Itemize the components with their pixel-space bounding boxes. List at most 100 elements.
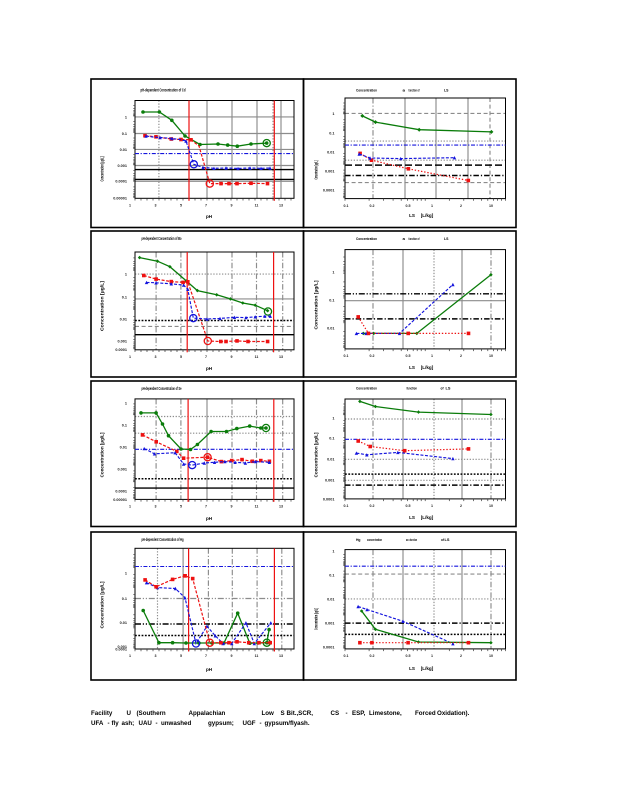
svg-text:1: 1 — [125, 272, 127, 276]
svg-text:1: 1 — [332, 416, 334, 420]
svg-text:1: 1 — [125, 571, 127, 575]
svg-text:0.01: 0.01 — [120, 621, 127, 625]
svg-text:ESP,: ESP, — [352, 710, 366, 717]
svg-text:2: 2 — [460, 654, 462, 658]
svg-text:9: 9 — [231, 654, 233, 658]
svg-text:0.01: 0.01 — [327, 457, 334, 461]
svg-text:pH-dependent Concentration of: pH-dependent Concentration of Hg — [142, 537, 184, 542]
svg-text:Low: Low — [262, 710, 275, 717]
svg-text:of: of — [441, 386, 445, 391]
svg-text:1: 1 — [431, 354, 433, 358]
svg-text:3: 3 — [155, 204, 157, 208]
svg-text:Concentration: Concentration — [356, 88, 377, 93]
svg-text:0.0001: 0.0001 — [323, 188, 335, 192]
svg-text:pH: pH — [206, 667, 213, 672]
svg-text:5: 5 — [180, 505, 182, 509]
svg-text:1: 1 — [129, 204, 131, 208]
svg-text:unwashed: unwashed — [161, 720, 191, 727]
svg-text:0.1: 0.1 — [122, 597, 127, 601]
svg-text:3: 3 — [155, 654, 157, 658]
svg-text:5: 5 — [180, 204, 182, 208]
svg-text:a: a — [403, 236, 406, 241]
svg-text:0.1: 0.1 — [344, 504, 349, 508]
svg-text:0.01: 0.01 — [120, 445, 127, 449]
svg-text:as a function: as a function — [406, 537, 417, 542]
svg-text:LS: LS — [409, 365, 415, 370]
svg-text:S: S — [281, 710, 285, 717]
svg-text:1: 1 — [431, 204, 433, 208]
svg-text:1: 1 — [332, 549, 334, 553]
svg-text:1: 1 — [129, 355, 131, 359]
svg-text:0.001: 0.001 — [117, 467, 127, 471]
svg-text:function of: function of — [409, 88, 420, 93]
svg-text:0.0001: 0.0001 — [323, 645, 335, 649]
svg-text:0.0001: 0.0001 — [323, 497, 335, 501]
svg-text:7: 7 — [205, 505, 207, 509]
svg-text:7: 7 — [205, 355, 207, 359]
svg-text:pH: pH — [206, 366, 213, 371]
svg-text:0.1: 0.1 — [329, 573, 334, 577]
svg-text:Concentration [µg/L]: Concentration [µg/L] — [314, 608, 319, 630]
svg-text:-: - — [346, 710, 348, 717]
svg-text:Concentration: Concentration — [356, 386, 377, 391]
svg-text:[L/kg]: [L/kg] — [421, 365, 434, 370]
svg-text:13: 13 — [279, 654, 283, 658]
svg-text:Oxidation).: Oxidation). — [437, 710, 470, 717]
svg-text:Forced: Forced — [415, 710, 436, 717]
svg-text:Concentration [µg/L]: Concentration [µg/L] — [314, 280, 319, 330]
svg-text:0.1: 0.1 — [122, 423, 127, 427]
svg-text:-: - — [260, 720, 262, 727]
svg-text:Concentration [µg/L]: Concentration [µg/L] — [100, 581, 105, 629]
svg-text:2: 2 — [460, 204, 462, 208]
svg-text:0.001: 0.001 — [325, 169, 335, 173]
svg-text:0.1: 0.1 — [344, 204, 349, 208]
svg-text:0.1: 0.1 — [122, 295, 127, 299]
svg-text:Facility: Facility — [91, 710, 113, 717]
svg-text:0.1: 0.1 — [329, 131, 334, 135]
svg-text:(Southern: (Southern — [137, 710, 166, 717]
svg-text:U: U — [127, 710, 132, 717]
svg-text:0.01: 0.01 — [327, 326, 334, 330]
svg-text:0.01: 0.01 — [327, 597, 334, 601]
svg-text:0.01: 0.01 — [327, 150, 334, 154]
svg-text:3: 3 — [155, 355, 157, 359]
svg-text:UAU: UAU — [139, 720, 153, 727]
svg-text:-: - — [156, 720, 158, 727]
svg-text:LS: LS — [409, 213, 415, 218]
svg-text:2: 2 — [460, 354, 462, 358]
svg-text:Concentration [µg/L]: Concentration [µg/L] — [314, 160, 319, 179]
svg-text:LS: LS — [444, 236, 449, 241]
svg-text:10: 10 — [489, 204, 493, 208]
svg-text:1: 1 — [129, 654, 131, 658]
svg-text:pH: pH — [206, 516, 213, 521]
svg-text:0.0001: 0.0001 — [115, 647, 127, 651]
svg-text:0.00001: 0.00001 — [113, 498, 127, 502]
svg-text:Bit.,SCR,: Bit.,SCR, — [287, 710, 314, 717]
svg-text:0.0001: 0.0001 — [115, 348, 127, 352]
svg-text:1: 1 — [125, 115, 127, 119]
svg-text:9: 9 — [231, 505, 233, 509]
svg-text:0.01: 0.01 — [120, 148, 127, 152]
svg-text:11: 11 — [255, 355, 259, 359]
svg-text:0.00001: 0.00001 — [113, 197, 127, 201]
svg-text:concentration: concentration — [367, 537, 382, 542]
svg-text:1: 1 — [431, 654, 433, 658]
svg-text:LS: LS — [444, 88, 449, 93]
svg-text:LS: LS — [409, 515, 415, 520]
svg-text:Appalachian: Appalachian — [189, 710, 226, 717]
svg-text:-: - — [108, 720, 110, 727]
svg-text:pH-dependent Concentration of: pH-dependent Concentration of Mo — [142, 236, 182, 241]
svg-text:11: 11 — [255, 505, 259, 509]
svg-text:function of: function of — [409, 236, 420, 241]
svg-text:CS: CS — [331, 710, 340, 717]
svg-text:fly: fly — [112, 720, 120, 727]
svg-text:gypsum;: gypsum; — [208, 720, 234, 727]
svg-text:5: 5 — [180, 654, 182, 658]
svg-text:0.0001: 0.0001 — [115, 489, 127, 493]
svg-text:3: 3 — [155, 505, 157, 509]
svg-text:Concentration [µg/L]: Concentration [µg/L] — [314, 432, 319, 478]
svg-text:0.2: 0.2 — [370, 654, 375, 658]
svg-text:pH: pH — [206, 214, 213, 219]
svg-text:0.5: 0.5 — [406, 654, 411, 658]
svg-text:1: 1 — [125, 401, 127, 405]
